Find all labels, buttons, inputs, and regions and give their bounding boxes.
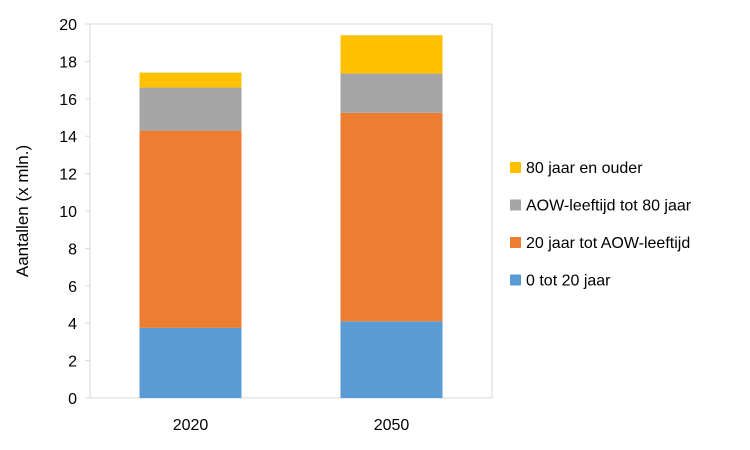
x-tick-label: 2050 [374,417,410,434]
legend-label: 0 tot 20 jaar [526,273,611,290]
y-tick-label: 8 [68,241,77,258]
legend-label: 20 jaar tot AOW-leeftijd [526,235,690,252]
x-axis-ticks: 2020 2050 [173,417,410,434]
y-tick-label: 12 [59,167,77,184]
y-tick-label: 10 [59,204,77,221]
legend: 80 jaar en ouder AOW-leeftijd tot 80 jaar… [510,160,692,290]
bar-segment-0-0 [139,327,242,398]
legend-swatch [510,237,521,248]
y-axis-ticks: 0 2 4 6 8 10 12 14 16 18 20 [59,17,90,408]
y-tick-label: 0 [68,391,77,408]
y-axis-label: Aantallen (x mln.) [13,145,32,277]
y-tick-label: 14 [59,129,77,146]
bar-segment-1-3 [340,35,443,74]
legend-swatch [510,199,521,211]
y-tick-label: 2 [68,354,77,371]
bar-segment-1-0 [340,321,443,398]
bar-segment-0-1 [139,130,242,328]
bar-segment-1-2 [340,73,443,113]
y-tick-label: 20 [59,17,77,34]
x-tick-label: 2020 [173,417,209,434]
y-tick-label: 4 [68,316,77,333]
bar-segment-0-3 [139,72,242,88]
legend-label: AOW-leeftijd tot 80 jaar [526,198,692,215]
legend-label: 80 jaar en ouder [526,160,643,177]
legend-swatch [510,274,521,286]
bars-group [139,35,443,398]
y-tick-label: 6 [68,279,77,296]
y-tick-label: 16 [59,92,77,109]
bar-segment-1-1 [340,112,443,322]
bar-segment-0-2 [139,87,242,131]
legend-swatch [510,162,521,173]
y-tick-label: 18 [59,54,77,71]
